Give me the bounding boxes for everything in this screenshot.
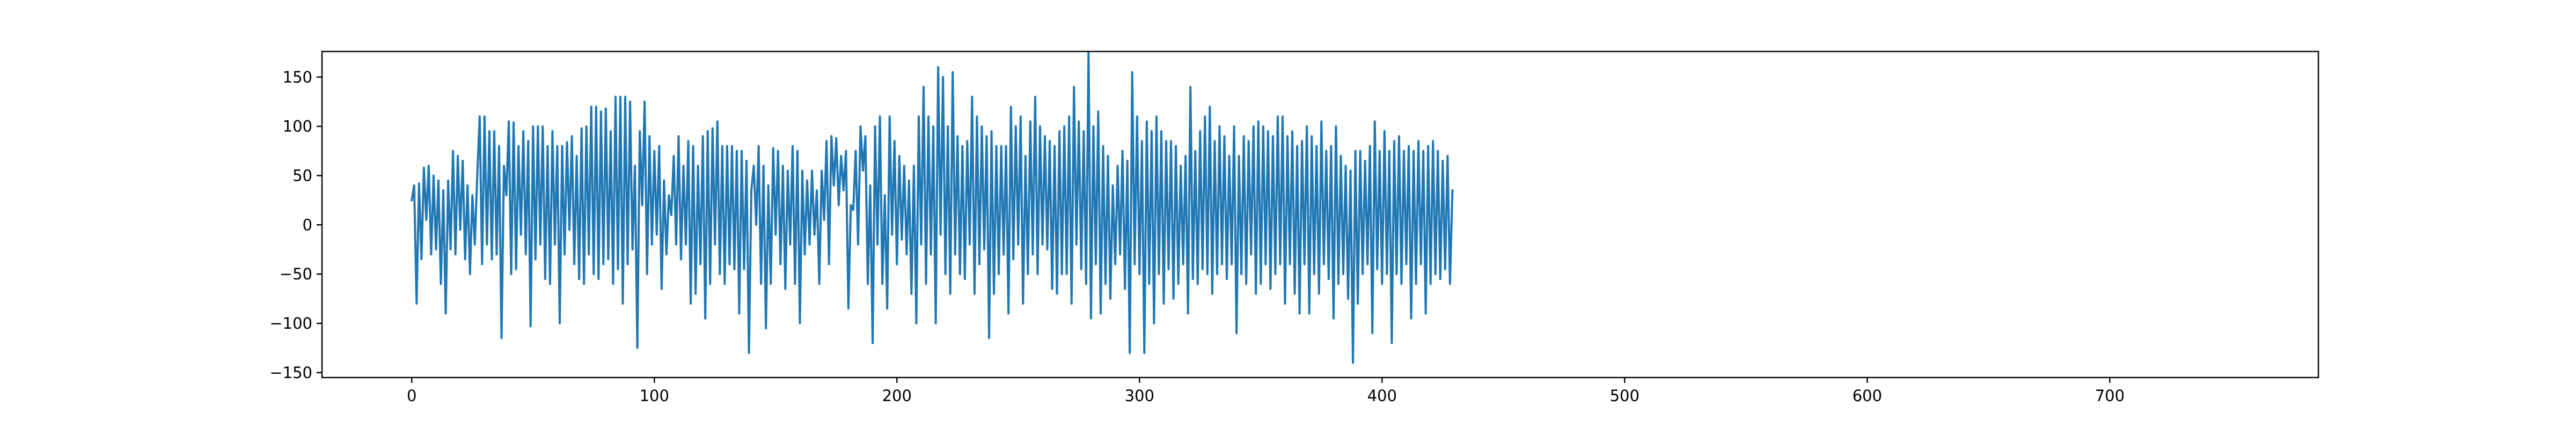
- x-tick-label: 300: [1125, 387, 1154, 405]
- y-tick-label: −150: [269, 364, 312, 382]
- y-tick-label: 50: [292, 166, 312, 184]
- x-tick-label: 0: [407, 387, 416, 405]
- series-line-0: [410, 51, 1454, 364]
- plot-area: [410, 51, 1454, 364]
- axes: 0 100 200 300 400 500 600 700 −150 −100 −50 0 50 100 1…: [269, 68, 2125, 405]
- x-tick-label: 200: [882, 387, 912, 405]
- axes-frame: [321, 50, 2319, 379]
- y-tick-label: −100: [269, 314, 312, 332]
- y-tick-label: 100: [283, 117, 312, 136]
- x-tick-label: 500: [1610, 387, 1640, 405]
- y-tick-label: −50: [280, 265, 312, 283]
- x-tick-label: 400: [1367, 387, 1397, 405]
- y-tick-label: 150: [283, 68, 312, 86]
- x-tick-label: 100: [640, 387, 669, 405]
- y-tick-label: 0: [303, 216, 312, 234]
- x-tick-label: 700: [2095, 387, 2125, 405]
- x-tick-label: 600: [1853, 387, 1882, 405]
